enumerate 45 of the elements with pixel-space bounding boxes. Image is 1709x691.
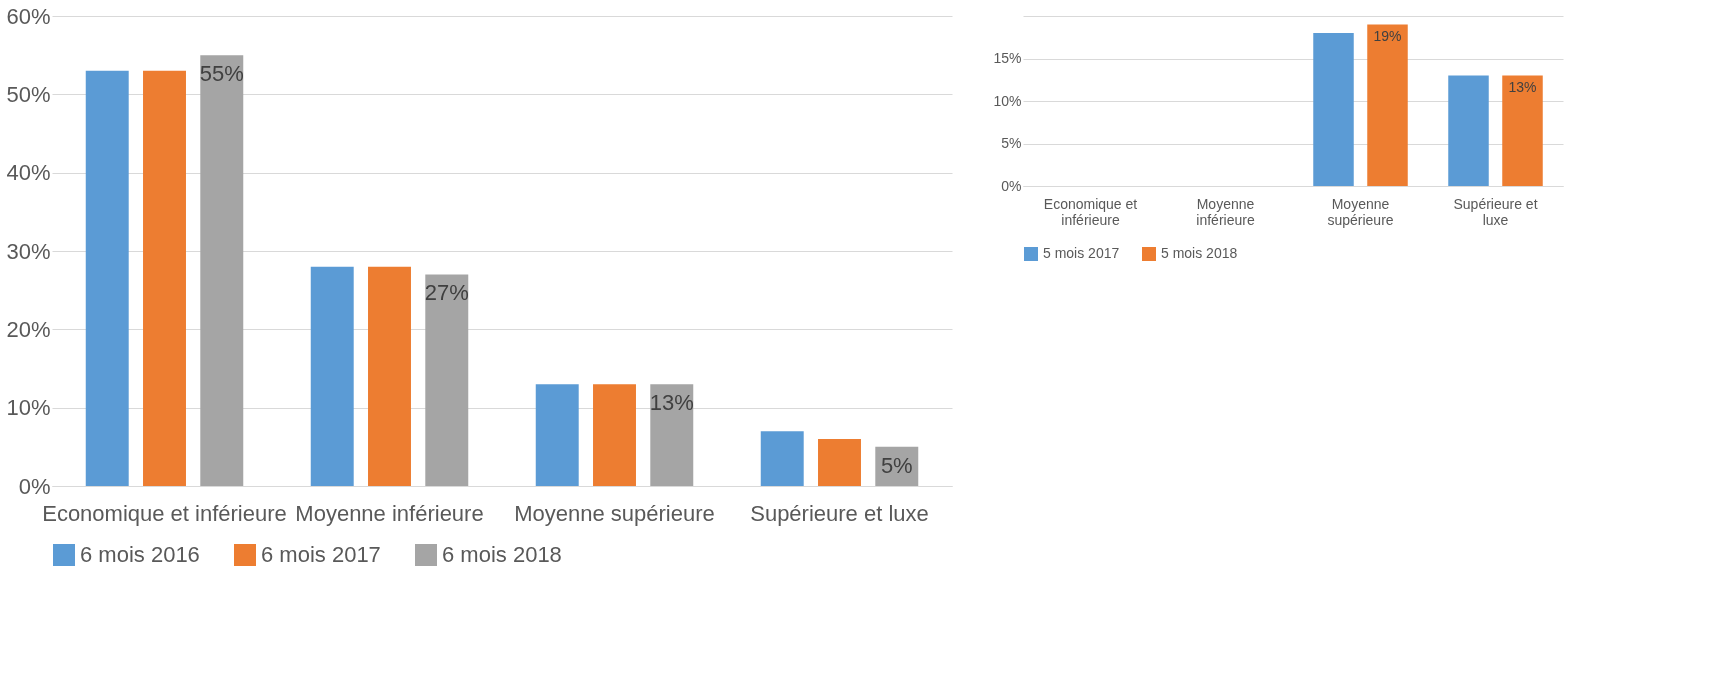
bar — [650, 384, 694, 486]
y-tick-label: 50% — [6, 81, 51, 107]
bar — [143, 70, 186, 486]
bar — [593, 384, 636, 486]
data-label: 27% — [424, 280, 469, 306]
y-tick-label: 5% — [1001, 135, 1022, 151]
y-tick-label: 10% — [993, 92, 1022, 109]
bar — [368, 266, 411, 486]
legend-label: 6 mois 2016 — [80, 542, 200, 567]
y-tick-label: 30% — [6, 238, 51, 264]
x-tick-label: Economique et inférieure — [42, 501, 287, 527]
legend-label: 6 mois 2018 — [442, 542, 562, 567]
data-label: 55% — [199, 60, 244, 86]
x-tick-label: Moyenne supérieure — [514, 501, 715, 527]
bar — [425, 274, 469, 486]
bar — [1502, 75, 1543, 186]
y-tick-label: 0% — [1001, 177, 1022, 194]
x-tick-label: Moyenne inférieure — [1196, 195, 1255, 228]
bar — [535, 384, 579, 486]
data-label: 13% — [1508, 79, 1537, 96]
y-tick-label: 15% — [993, 50, 1022, 66]
bar — [1448, 75, 1489, 186]
bar — [310, 266, 354, 486]
x-tick-label: Moyenne supérieure — [1327, 195, 1394, 228]
x-tick-label: Supérieure et luxe — [750, 501, 929, 527]
x-tick-label: Economique et inférieure — [1043, 195, 1138, 228]
data-label: 5% — [880, 452, 913, 478]
data-label: 19% — [1373, 28, 1402, 45]
y-tick-label: 60% — [6, 3, 51, 29]
bar — [818, 439, 861, 486]
legend-label: 5 mois 2017 — [1043, 245, 1120, 261]
y-tick-label: 10% — [6, 395, 51, 421]
y-tick-label: 40% — [6, 160, 51, 186]
bar — [1313, 33, 1354, 186]
bar — [1367, 24, 1408, 186]
bar — [760, 431, 804, 486]
x-tick-label: Supérieure et luxe — [1453, 195, 1538, 228]
bar — [85, 70, 129, 486]
data-label: 13% — [649, 389, 694, 415]
bar — [200, 55, 244, 486]
y-tick-label: 0% — [18, 473, 51, 499]
x-tick-label: Moyenne inférieure — [295, 501, 484, 527]
legend-label: 6 mois 2017 — [261, 542, 381, 567]
y-tick-label: 20% — [6, 316, 51, 342]
legend-label: 5 mois 2018 — [1161, 245, 1238, 261]
